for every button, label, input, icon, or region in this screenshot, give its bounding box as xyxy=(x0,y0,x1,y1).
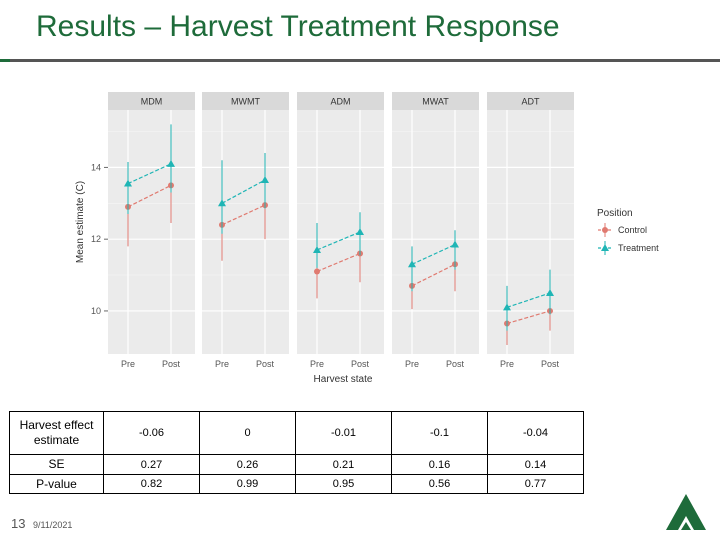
x-tick-label: Post xyxy=(541,359,560,369)
table-row-p-value: P-value 0.82 0.99 0.95 0.56 0.77 xyxy=(9,474,584,494)
panel-background xyxy=(202,110,289,354)
x-tick-label: Post xyxy=(256,359,275,369)
panel-adt: ADT Pre Post xyxy=(487,92,574,369)
panel-strip-label: MDM xyxy=(141,97,163,107)
footer-date: 9/11/2021 xyxy=(33,520,73,530)
cell-harvest-effect-mwmt: 0 xyxy=(199,411,296,455)
x-tick-label: Pre xyxy=(121,359,135,369)
legend-control-marker xyxy=(602,227,608,233)
data-point-treatment xyxy=(124,179,132,187)
series-line-control xyxy=(411,263,456,287)
panel-strip xyxy=(108,92,195,110)
y-tick-label: 14 xyxy=(91,162,101,172)
organization-logo xyxy=(666,494,706,530)
cell-harvest-effect-mwat: -0.1 xyxy=(391,411,488,455)
panel-adm: ADM Pre Post xyxy=(297,92,384,369)
panel-strip-label: MWAT xyxy=(422,97,449,107)
x-tick-label: Post xyxy=(446,359,465,369)
cell-se-adt: 0.14 xyxy=(487,454,584,475)
x-tick-label: Pre xyxy=(310,359,324,369)
cell-p-value-mwmt: 0.99 xyxy=(199,474,296,494)
panel-mwat: MWAT Pre Post xyxy=(392,92,479,369)
series-line-treatment xyxy=(221,179,266,204)
panel-background xyxy=(297,110,384,354)
data-point-treatment xyxy=(408,260,416,268)
data-point-treatment xyxy=(218,199,226,207)
table-row-se: SE 0.27 0.26 0.21 0.16 0.14 xyxy=(9,454,584,475)
x-tick-label: Post xyxy=(351,359,370,369)
title-divider xyxy=(0,59,720,62)
panel-strip xyxy=(487,92,574,110)
data-point-treatment xyxy=(503,303,511,311)
data-point-treatment xyxy=(356,228,364,235)
row-label-se: SE xyxy=(9,454,104,475)
panel-strip-label: MWMT xyxy=(231,97,260,107)
logo-mark xyxy=(666,494,706,530)
data-point-treatment xyxy=(167,159,175,167)
series-line-treatment xyxy=(506,292,551,308)
series-line-treatment xyxy=(127,163,172,185)
panel-background xyxy=(108,110,195,354)
panel-strip-label: ADT xyxy=(522,97,541,107)
x-tick-label: Pre xyxy=(405,359,419,369)
series-line-control xyxy=(316,252,361,273)
cell-harvest-effect-adm: -0.01 xyxy=(295,411,392,455)
y-tick-label: 10 xyxy=(91,306,101,316)
cell-harvest-effect-mdm: -0.06 xyxy=(103,411,200,455)
series-line-control xyxy=(506,310,551,325)
cell-p-value-adt: 0.77 xyxy=(487,474,584,494)
row-label-p-value: P-value xyxy=(9,474,104,494)
panel-mdm: MDM Pre Post xyxy=(108,92,195,369)
data-point-treatment xyxy=(546,289,554,296)
cell-harvest-effect-adt: -0.04 xyxy=(487,411,584,455)
panel-mwmt: MWMT Pre Post xyxy=(202,92,289,369)
legend-treatment-marker xyxy=(601,244,609,251)
legend-control-label: Control xyxy=(618,225,647,235)
legend-treatment-label: Treatment xyxy=(618,243,659,253)
x-tick-label: Pre xyxy=(500,359,514,369)
series-line-control xyxy=(221,204,266,226)
x-tick-label: Pre xyxy=(215,359,229,369)
legend: Position Control Treatment xyxy=(597,208,659,255)
cell-se-mdm: 0.27 xyxy=(103,454,200,475)
row-label-harvest-effect: Harvest effect estimate xyxy=(9,411,104,455)
logo-mark-inner xyxy=(681,522,691,530)
cell-se-mwat: 0.16 xyxy=(391,454,488,475)
series-line-treatment xyxy=(316,231,361,251)
panel-background xyxy=(392,110,479,354)
data-point-treatment xyxy=(451,240,459,248)
data-point-control xyxy=(314,268,320,275)
y-axis-label: Mean estimate (C) xyxy=(75,181,86,263)
panel-strip xyxy=(392,92,479,110)
page-number: 13 xyxy=(11,516,26,531)
cell-p-value-mdm: 0.82 xyxy=(103,474,200,494)
slide-title: Results – Harvest Treatment Response xyxy=(36,10,560,43)
cell-p-value-mwat: 0.56 xyxy=(391,474,488,494)
cell-se-mwmt: 0.26 xyxy=(199,454,296,475)
panel-background xyxy=(487,110,574,354)
results-table: Harvest effect estimate -0.06 0 -0.01 -0… xyxy=(9,411,584,494)
cell-se-adm: 0.21 xyxy=(295,454,392,475)
title-divider-accent xyxy=(0,59,10,62)
faceted-chart: Mean estimate (C) Harvest state 10 12 14 M… xyxy=(75,92,659,385)
cell-p-value-adm: 0.95 xyxy=(295,474,392,494)
series-line-treatment xyxy=(411,244,456,265)
x-tick-label: Post xyxy=(162,359,181,369)
legend-title: Position xyxy=(597,208,633,219)
series-line-control xyxy=(127,184,172,208)
table-row-harvest-effect: Harvest effect estimate -0.06 0 -0.01 -0… xyxy=(9,411,584,455)
panel-strip xyxy=(202,92,289,110)
data-point-treatment xyxy=(313,245,321,253)
y-tick-label: 12 xyxy=(91,234,101,244)
panel-strip xyxy=(297,92,384,110)
data-point-treatment xyxy=(261,175,269,183)
x-axis-label: Harvest state xyxy=(314,374,373,385)
panel-strip-label: ADM xyxy=(331,97,351,107)
